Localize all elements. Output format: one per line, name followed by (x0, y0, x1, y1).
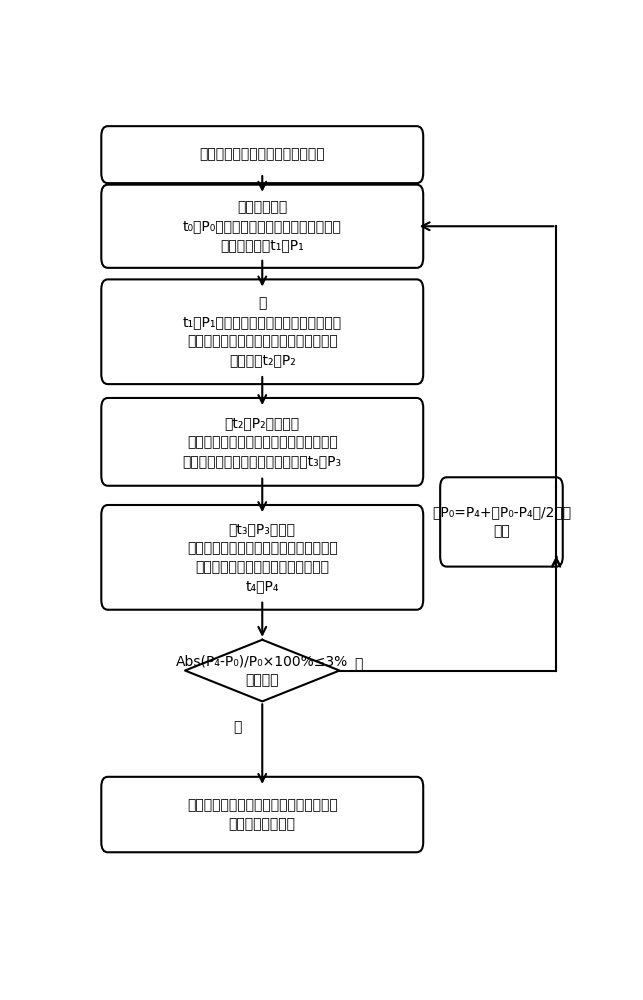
Text: 准备求解数值模型需要的相关参数: 准备求解数值模型需要的相关参数 (199, 148, 325, 162)
FancyBboxPatch shape (102, 398, 423, 486)
Polygon shape (185, 640, 340, 701)
Text: 否: 否 (354, 657, 363, 671)
Text: 忽略误差结束计算，根据模拟的压力获得
气缸压力变化曲线: 忽略误差结束计算，根据模拟的压力获得 气缸压力变化曲线 (187, 798, 338, 831)
Text: 是: 是 (233, 721, 242, 735)
Text: 将
t₁与P₁作为吸气过程压力计算初始条件，
模拟计算吸气过程压力变化趋势，获得结
束时刻的t₂与P₂: 将 t₁与P₁作为吸气过程压力计算初始条件， 模拟计算吸气过程压力变化趋势，获得… (183, 296, 342, 367)
FancyBboxPatch shape (102, 279, 423, 384)
Text: 取P₀=P₄+（P₀-P₄）/2代入
计算: 取P₀=P₄+（P₀-P₄）/2代入 计算 (432, 505, 571, 538)
FancyBboxPatch shape (102, 505, 423, 610)
Text: Abs(P₄-P₀)/P₀×100%≤3%
是或否？: Abs(P₄-P₀)/P₀×100%≤3% 是或否？ (176, 654, 349, 687)
FancyBboxPatch shape (440, 477, 563, 567)
Text: 设定初始条件
t₀与P₀，模拟计算膨胀过程压力曲线，获
得结束时刻的t₁与P₁: 设定初始条件 t₀与P₀，模拟计算膨胀过程压力曲线，获 得结束时刻的t₁与P₁ (183, 200, 341, 252)
FancyBboxPatch shape (102, 185, 423, 268)
FancyBboxPatch shape (102, 126, 423, 183)
FancyBboxPatch shape (102, 777, 423, 852)
Text: 将t₃与P₃作为排
气过程压力计算初始条件，模拟计算排气
过程压力变化趋势，获得结束时刻的
t₄与P₄: 将t₃与P₃作为排 气过程压力计算初始条件，模拟计算排气 过程压力变化趋势，获得… (187, 522, 338, 593)
Text: 将t₂与P₂作为压缩
过程压力计算初始条件，模拟计算压缩过
程压力变化趋势，获得结束时刻的t₃与P₃: 将t₂与P₂作为压缩 过程压力计算初始条件，模拟计算压缩过 程压力变化趋势，获得… (183, 416, 342, 468)
